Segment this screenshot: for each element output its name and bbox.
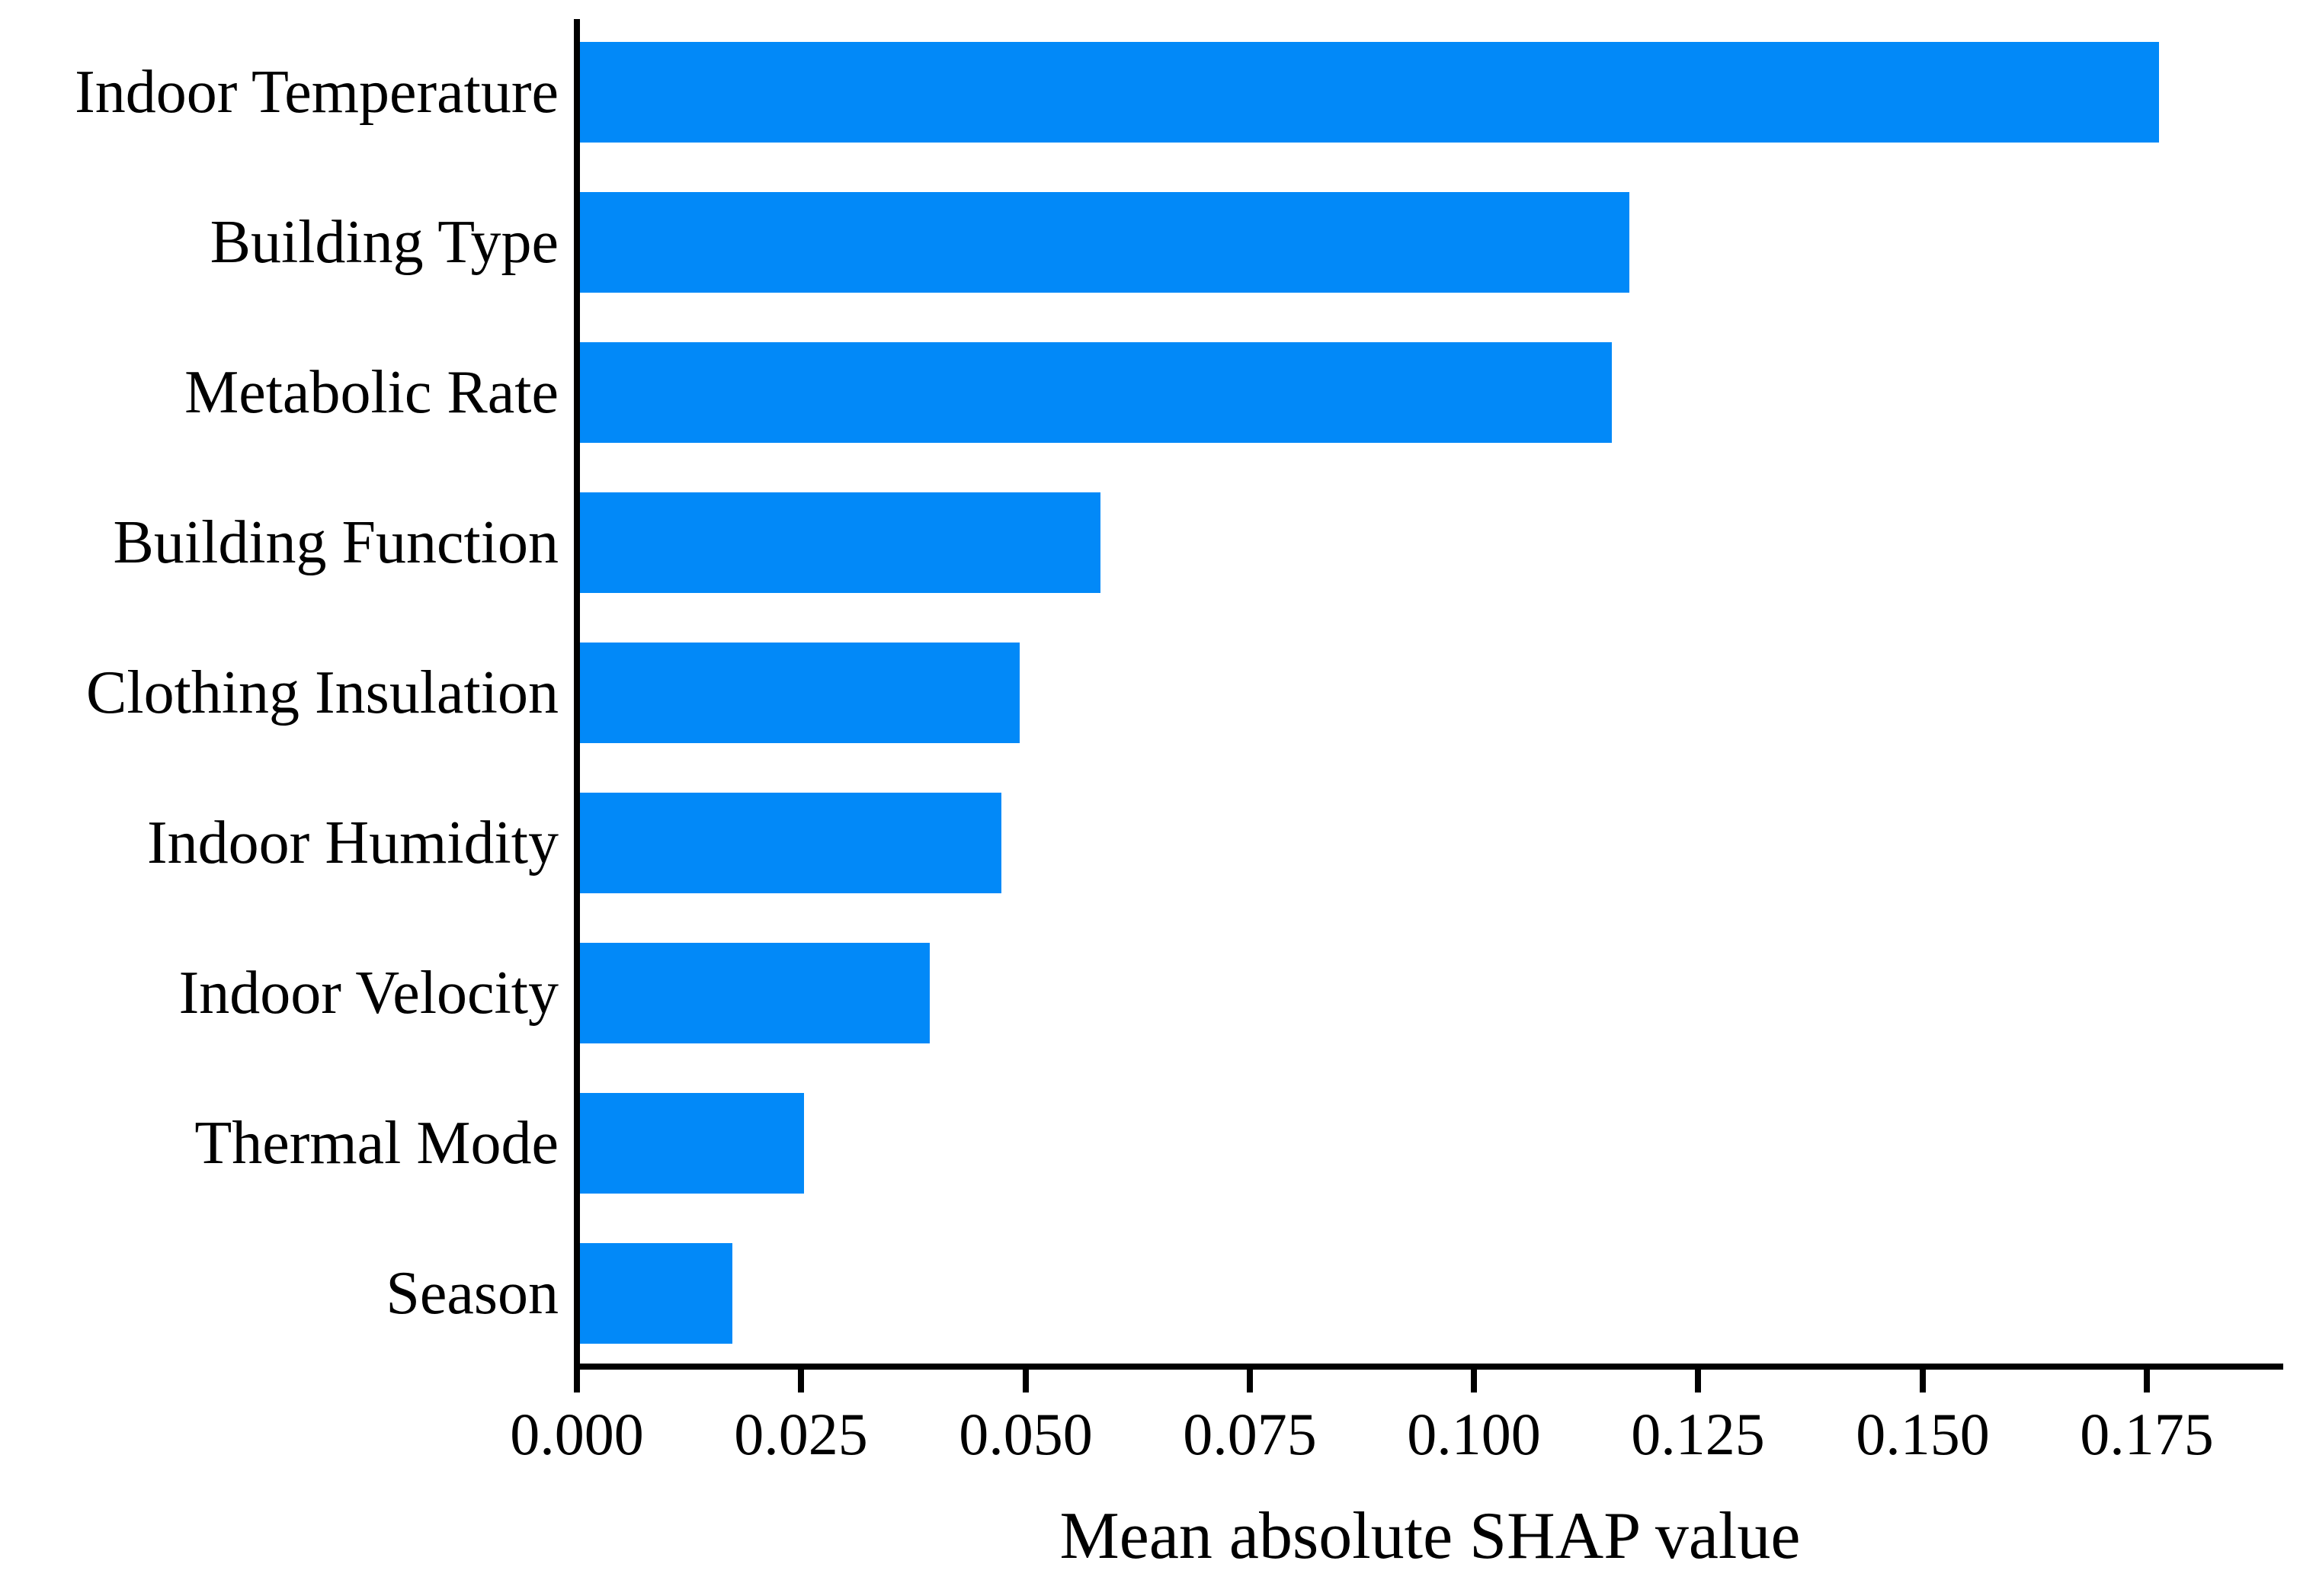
x-tick-mark xyxy=(798,1370,804,1392)
x-tick-mark xyxy=(2144,1370,2150,1392)
category-label: Building Type xyxy=(210,209,559,276)
x-axis-label: Mean absolute SHAP value xyxy=(1059,1499,1801,1573)
category-label: Indoor Velocity xyxy=(178,960,559,1027)
x-tick-mark xyxy=(574,1370,580,1392)
category-label: Clothing Insulation xyxy=(86,659,559,726)
bar xyxy=(580,42,2159,143)
category-label: Season xyxy=(386,1260,559,1327)
bar xyxy=(580,643,1020,743)
category-label: Building Function xyxy=(113,509,559,576)
category-label: Indoor Temperature xyxy=(75,59,559,126)
x-tick-mark xyxy=(1920,1370,1926,1392)
bar xyxy=(580,943,930,1043)
category-label: Indoor Humidity xyxy=(147,809,559,877)
x-tick-label: 0.000 xyxy=(510,1401,644,1467)
bar xyxy=(580,1243,732,1344)
x-tick-label: 0.025 xyxy=(734,1401,868,1467)
bar xyxy=(580,793,1001,893)
bar xyxy=(580,342,1612,443)
x-tick-mark xyxy=(1247,1370,1253,1392)
x-tick-mark xyxy=(1023,1370,1029,1392)
x-tick-label: 0.175 xyxy=(2080,1401,2214,1467)
x-tick-label: 0.075 xyxy=(1183,1401,1317,1467)
category-label: Thermal Mode xyxy=(194,1110,559,1177)
x-tick-label: 0.050 xyxy=(959,1401,1093,1467)
x-tick-mark xyxy=(1471,1370,1477,1392)
x-tick-label: 0.150 xyxy=(1856,1401,1990,1467)
x-tick-label: 0.100 xyxy=(1407,1401,1541,1467)
bar xyxy=(580,492,1100,593)
bar xyxy=(580,1093,804,1194)
x-tick-label: 0.125 xyxy=(1631,1401,1765,1467)
bar xyxy=(580,192,1629,293)
x-axis-line xyxy=(574,1364,2283,1370)
x-tick-mark xyxy=(1695,1370,1701,1392)
y-axis-line xyxy=(574,19,580,1370)
category-label: Metabolic Rate xyxy=(184,359,559,426)
